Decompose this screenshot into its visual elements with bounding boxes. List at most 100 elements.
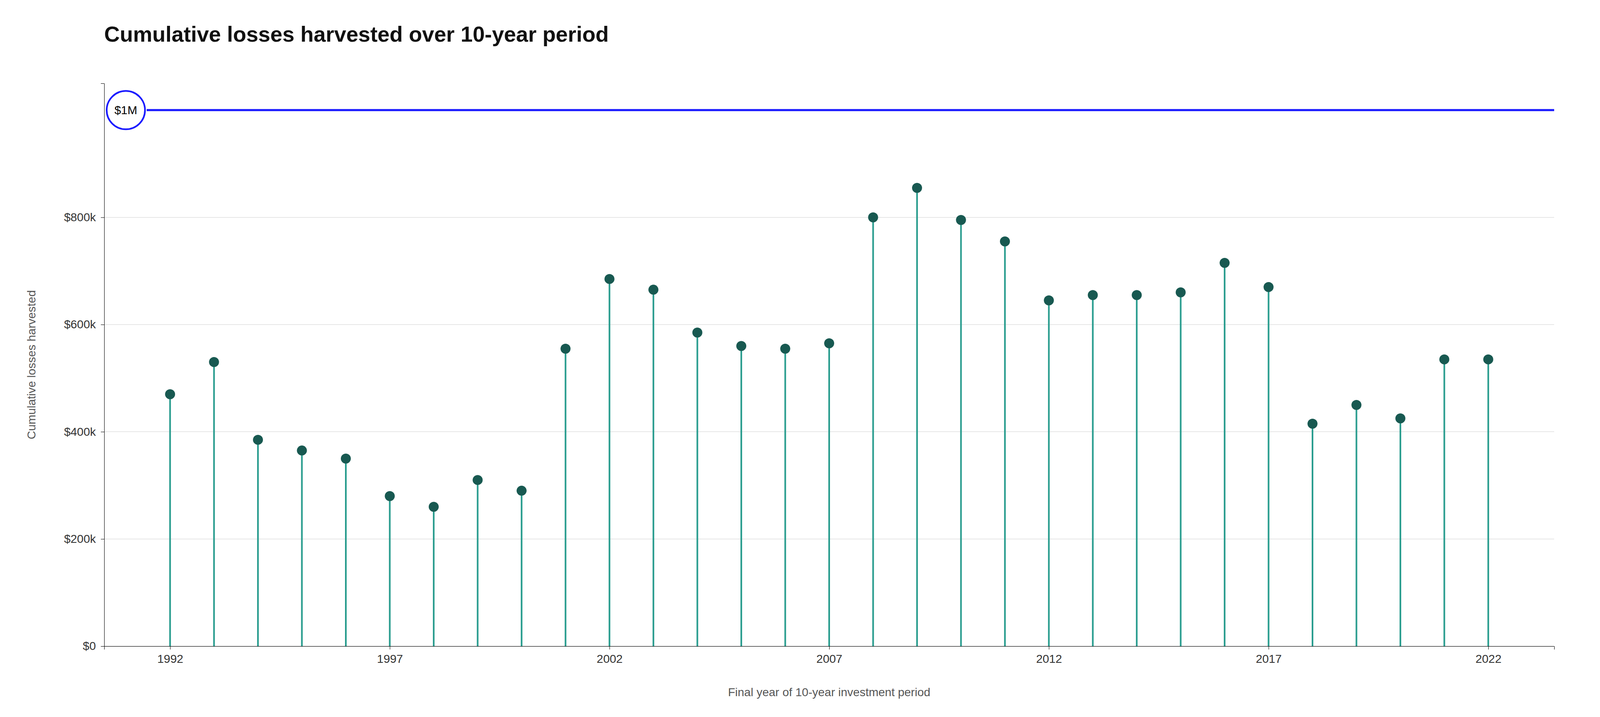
stem [1004,241,1006,647]
tick-mark [1488,646,1489,650]
tick-mark [100,646,105,647]
dot [955,215,966,225]
stem [828,343,830,647]
tick-mark [609,646,610,650]
tick-mark [100,431,105,433]
stem [257,440,259,647]
stem [652,289,655,647]
tick: 2022 [1475,646,1502,666]
stem [213,362,215,647]
tick: $600k [64,317,105,331]
stem [696,332,699,647]
stem [1311,423,1314,647]
dot [604,274,615,285]
stem [564,348,567,647]
dot [780,343,791,354]
tick: 2017 [1255,646,1282,666]
x-axis: 1992 1997 2002 2007 2012 2017 2022 [104,646,1555,666]
dot [1483,354,1494,365]
stem [169,394,171,647]
dot [340,453,351,464]
tick-label: 2007 [816,652,843,666]
dot [1395,413,1406,424]
dot [736,340,747,351]
stem [1487,359,1490,647]
dot [1439,354,1450,365]
stem [916,187,918,647]
tick-mark [829,646,830,650]
dot [824,338,835,349]
tick-label: $600k [64,317,97,331]
dot [648,284,659,295]
y-axis: $0 $200k $400k $600k $800k [64,83,105,653]
dot [1087,290,1098,300]
x-axis-title: Final year of 10-year investment period [727,685,931,699]
reference-badge [106,90,145,130]
tick-label: 2017 [1255,652,1282,666]
dot [384,491,395,502]
tick-label: 1992 [157,652,184,666]
dot [252,435,263,445]
stem [1267,287,1270,647]
tick-label: $800k [64,210,97,224]
y-axis-title: Cumulative losses harvested [25,290,38,440]
stem [960,220,962,647]
tick: $0 [82,639,105,653]
grid [104,217,1555,647]
dot [297,445,308,456]
stem [1355,405,1358,647]
dot [1131,290,1142,300]
tick-mark [100,539,105,540]
dot [1043,295,1054,306]
stem [740,345,743,647]
stem [345,458,347,647]
tick: 2002 [596,646,623,666]
stem [872,217,874,647]
dot [428,501,439,512]
dot [209,357,220,368]
plot: 1992 1997 2002 2007 2012 2017 2022 $0 $200k $400k… [64,83,1555,666]
tick-mark [170,646,171,650]
tick: 2012 [1036,646,1063,666]
stem [1047,300,1050,647]
stem [1092,295,1094,647]
dot [1263,282,1274,293]
stem [1180,292,1182,647]
tick-mark [1268,646,1270,650]
stem [784,348,787,647]
dot [1351,400,1362,410]
axis-line [104,646,1555,650]
tick-mark [1048,646,1050,650]
dot [912,182,923,193]
stem [432,506,435,647]
stem [1223,262,1226,647]
stem [301,450,303,647]
stem [1135,295,1138,647]
title: Cumulative losses harvested over 10-year… [104,22,609,47]
dot [1219,257,1230,268]
dot [1307,418,1318,429]
reference-line [146,109,1555,112]
dot [1175,287,1186,298]
tick-mark [100,324,105,325]
tick: 2007 [816,646,843,666]
axis-line [100,83,105,647]
tick-label: 1997 [377,652,403,666]
tick-mark [100,217,105,218]
dot [472,475,483,485]
marks [146,110,1555,647]
tick-label: $400k [64,425,97,439]
stem [520,490,523,647]
dot [692,327,703,338]
annotations: $1M [106,90,145,130]
tick-label: 2002 [596,652,623,666]
tick-mark [389,646,390,650]
tick: 1997 [377,646,403,666]
tick-label: 2022 [1475,652,1502,666]
dot [516,485,527,496]
dot [560,343,571,354]
tick: $800k [64,210,105,224]
stem [476,480,479,647]
tick: $200k [64,532,105,546]
tick-label: 2012 [1036,652,1063,666]
